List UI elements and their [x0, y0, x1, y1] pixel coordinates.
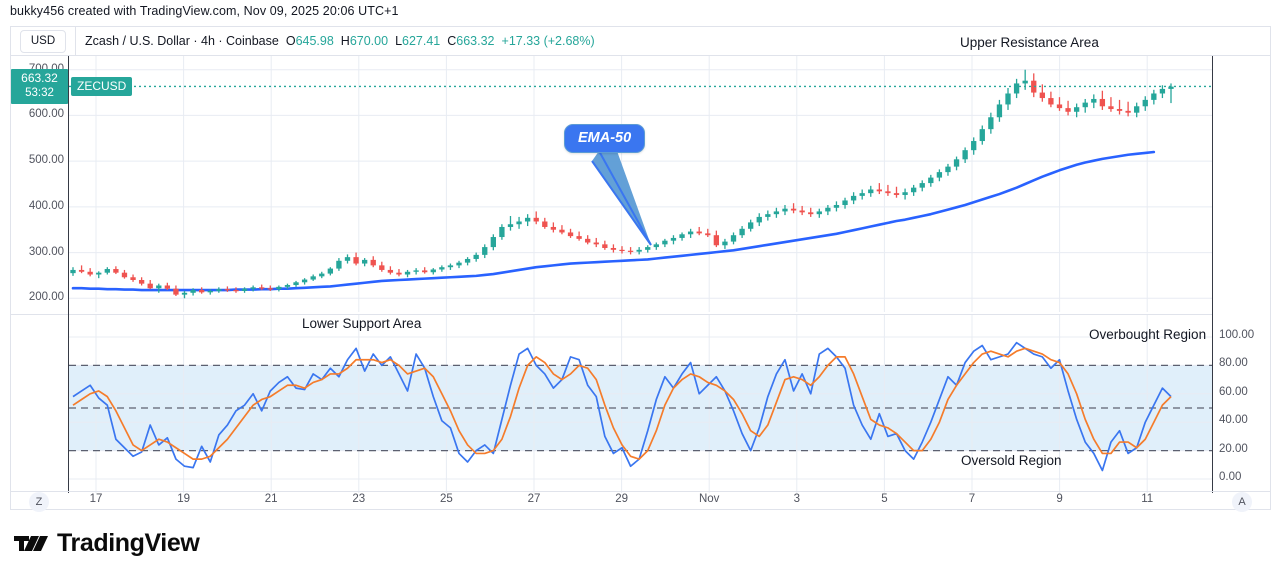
time-tick-label: 9 — [1056, 493, 1063, 505]
current-price-badge: 663.32 53:32 — [11, 69, 68, 105]
price-pane[interactable] — [11, 56, 1212, 312]
time-axis[interactable]: Z A 17 19 21 23 25 27 29 Nov 3 5 7 9 11 — [11, 491, 1270, 512]
annotation-overbought: Overbought Region — [1089, 327, 1207, 342]
annotation-oversold: Oversold Region — [961, 453, 1062, 468]
price-tick-label: 600.00 — [28, 108, 64, 121]
high-label: H — [340, 34, 350, 48]
current-price-value: 663.32 — [21, 71, 58, 86]
time-tick-label: 3 — [793, 493, 800, 505]
price-tick-label: 300.00 — [28, 245, 64, 258]
legend-divider — [75, 26, 76, 56]
time-tick-label: Nov — [698, 493, 720, 505]
high-value: 670.00 — [349, 34, 389, 48]
time-tick-label: 7 — [968, 493, 976, 505]
symbol-description[interactable]: Zcash / U.S. Dollar · 4h · Coinbase — [85, 34, 279, 48]
tradingview-wordmark: TradingView — [57, 529, 200, 557]
close-value: 663.32 — [456, 34, 495, 48]
oscillator-tick-label: 80.00 — [1219, 357, 1248, 370]
low-value: 627.41 — [402, 34, 441, 48]
open-value: 645.98 — [295, 34, 334, 48]
stochastic-plot — [69, 315, 1212, 493]
time-tick-label: 25 — [439, 493, 453, 505]
stochastic-pane[interactable] — [11, 314, 1212, 494]
low-label: L — [395, 34, 403, 48]
time-tick-label: 19 — [177, 493, 190, 505]
oscillator-scale[interactable]: 100.00 80.00 60.00 40.00 20.00 0.00 — [1212, 56, 1270, 493]
time-tick-label: 17 — [89, 493, 103, 505]
annotation-upper-resistance: Upper Resistance Area — [960, 35, 1099, 50]
price-tick-label: 500.00 — [28, 154, 64, 167]
oscillator-tick-label: 40.00 — [1219, 414, 1248, 427]
price-tick-label: 200.00 — [28, 291, 64, 304]
oscillator-tick-label: 60.00 — [1219, 385, 1248, 398]
ohlc-high: H670.00 — [341, 34, 388, 48]
ohlc-close: C663.32 — [447, 34, 494, 48]
price-plot — [69, 56, 1212, 312]
time-tick-label: 11 — [1141, 493, 1154, 505]
price-tick-label: 400.00 — [28, 199, 64, 212]
ema-callout-label: EMA-50 — [564, 124, 646, 153]
oscillator-tick-label: 20.00 — [1219, 442, 1248, 455]
left-axis-line — [68, 56, 69, 493]
currency-badge[interactable]: USD — [20, 29, 66, 53]
price-change: +17.33 (+2.68%) — [501, 34, 595, 48]
symbol-legend: Zcash / U.S. Dollar · 4h · Coinbase O645… — [85, 34, 595, 48]
ohlc-open: O645.98 — [286, 34, 334, 48]
time-tick-label: 23 — [352, 493, 366, 505]
chart-frame: USD Zcash / U.S. Dollar · 4h · Coinbase … — [10, 26, 1271, 512]
timezone-badge[interactable]: Z — [29, 492, 49, 512]
bar-countdown: 53:32 — [25, 87, 54, 100]
time-tick-label: 29 — [615, 493, 628, 505]
oscillator-tick-label: 0.00 — [1219, 471, 1242, 483]
close-label: C — [447, 34, 457, 48]
chart-legend-row: USD Zcash / U.S. Dollar · 4h · Coinbase … — [11, 26, 1270, 56]
oscillator-tick-label: 100.00 — [1219, 329, 1255, 341]
open-label: O — [285, 34, 296, 48]
annotation-lower-support: Lower Support Area — [302, 316, 422, 331]
time-tick-label: 27 — [527, 493, 541, 505]
tradingview-logo: TradingView — [14, 529, 200, 558]
auto-scale-badge[interactable]: A — [1232, 492, 1252, 512]
tradingview-mark-icon — [14, 535, 48, 551]
attribution-text: bukky456 created with TradingView.com, N… — [10, 4, 399, 18]
time-tick-label: 21 — [264, 493, 278, 505]
time-tick-label: 5 — [881, 493, 888, 505]
ema-callout-tail — [591, 150, 652, 246]
symbol-price-tag: ZECUSD — [71, 77, 133, 97]
ohlc-low: L627.41 — [395, 34, 440, 48]
